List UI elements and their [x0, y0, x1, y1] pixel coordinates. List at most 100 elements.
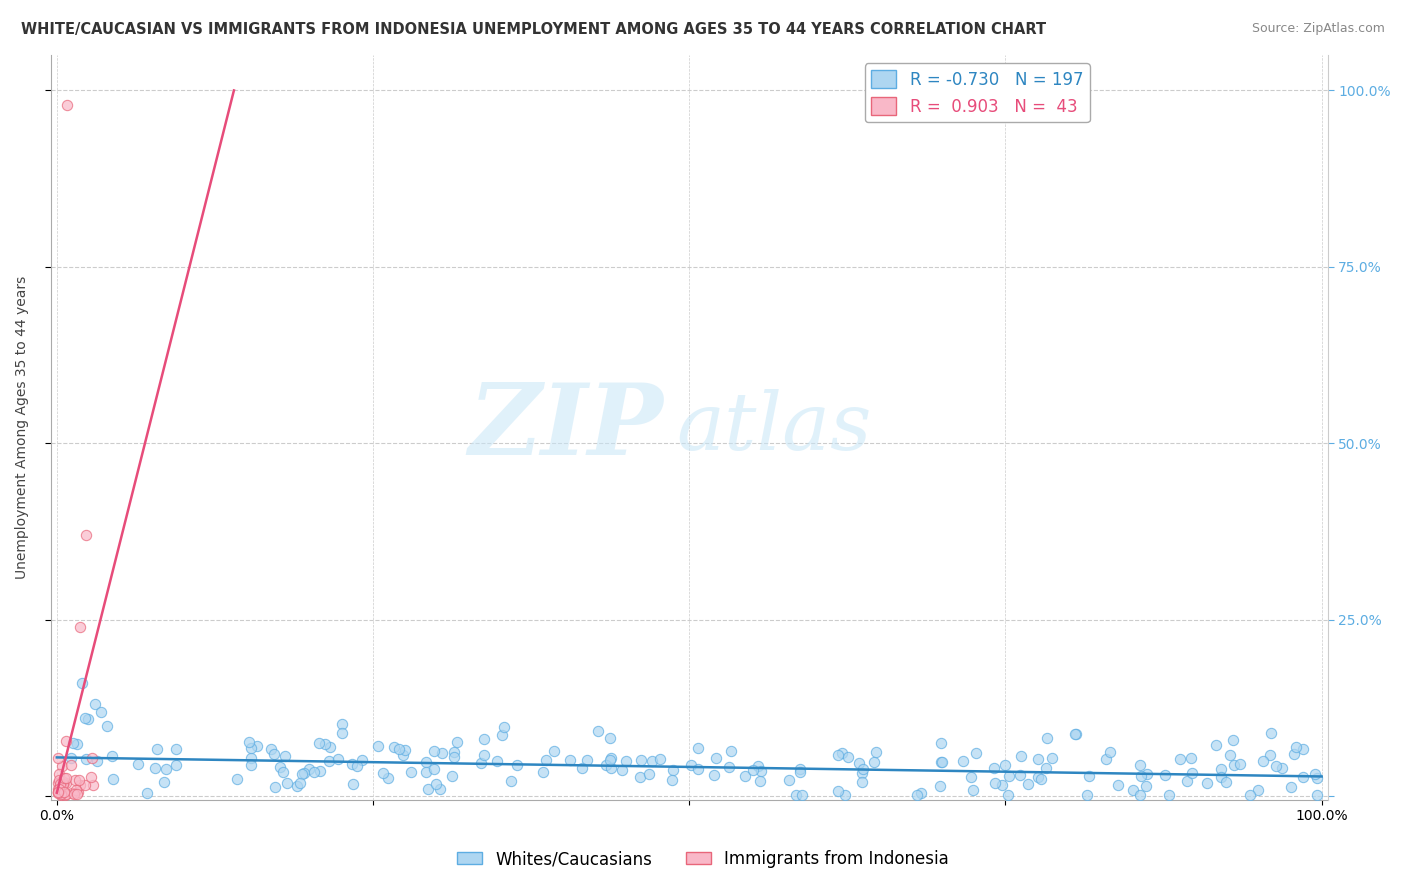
Text: WHITE/CAUCASIAN VS IMMIGRANTS FROM INDONESIA UNEMPLOYMENT AMONG AGES 35 TO 44 YE: WHITE/CAUCASIAN VS IMMIGRANTS FROM INDON…	[21, 22, 1046, 37]
Point	[630, 753, 652, 767]
Point	[67, 773, 90, 788]
Point	[704, 750, 727, 764]
Point	[1077, 769, 1099, 783]
Point	[225, 772, 247, 786]
Point	[52, 772, 75, 786]
Point	[1026, 770, 1049, 784]
Point	[1222, 732, 1244, 747]
Point	[308, 736, 330, 750]
Point	[271, 765, 294, 780]
Point	[1129, 788, 1152, 802]
Point	[742, 763, 765, 777]
Y-axis label: Unemployment Among Ages 35 to 44 years: Unemployment Among Ages 35 to 44 years	[15, 276, 30, 579]
Point	[1251, 754, 1274, 768]
Point	[145, 742, 167, 756]
Point	[929, 736, 952, 750]
Point	[55, 733, 77, 747]
Point	[86, 754, 108, 768]
Point	[1292, 770, 1315, 784]
Point	[534, 753, 557, 767]
Point	[834, 788, 856, 802]
Point	[492, 720, 515, 734]
Point	[472, 731, 495, 746]
Point	[60, 757, 83, 772]
Point	[491, 728, 513, 742]
Point	[326, 752, 349, 766]
Point	[1035, 761, 1057, 775]
Point	[499, 774, 522, 789]
Point	[53, 776, 76, 790]
Point	[55, 771, 77, 785]
Point	[1205, 738, 1227, 752]
Point	[373, 766, 395, 780]
Point	[1017, 777, 1039, 791]
Point	[51, 780, 73, 794]
Point	[599, 760, 621, 774]
Point	[984, 776, 1007, 790]
Point	[165, 758, 187, 772]
Point	[152, 775, 174, 789]
Point	[1306, 771, 1329, 785]
Point	[55, 775, 77, 789]
Point	[330, 726, 353, 740]
Point	[1008, 768, 1031, 782]
Point	[245, 739, 267, 753]
Point	[96, 719, 118, 733]
Point	[285, 779, 308, 793]
Point	[264, 780, 287, 794]
Point	[165, 742, 187, 756]
Point	[1040, 751, 1063, 765]
Point	[239, 758, 262, 772]
Point	[443, 750, 465, 764]
Point	[628, 770, 651, 784]
Point	[837, 750, 859, 764]
Point	[910, 786, 932, 800]
Point	[425, 777, 447, 791]
Point	[62, 736, 84, 750]
Point	[260, 742, 283, 756]
Point	[1122, 783, 1144, 797]
Point	[506, 758, 529, 772]
Point	[388, 742, 411, 756]
Point	[1180, 751, 1202, 765]
Point	[851, 775, 873, 789]
Point	[75, 528, 97, 542]
Point	[367, 739, 389, 754]
Legend: R = -0.730   N = 197, R =  0.903   N =  43: R = -0.730 N = 197, R = 0.903 N = 43	[865, 63, 1090, 122]
Point	[314, 737, 336, 751]
Point	[905, 788, 928, 802]
Point	[429, 782, 451, 797]
Point	[52, 777, 75, 791]
Point	[997, 769, 1019, 783]
Point	[848, 756, 870, 770]
Point	[1292, 741, 1315, 756]
Text: Source: ZipAtlas.com: Source: ZipAtlas.com	[1251, 22, 1385, 36]
Point	[240, 740, 263, 755]
Point	[688, 762, 710, 776]
Point	[238, 734, 260, 748]
Point	[346, 758, 368, 772]
Point	[143, 761, 166, 775]
Point	[1036, 731, 1059, 745]
Point	[1154, 767, 1177, 781]
Point	[1211, 762, 1233, 776]
Point	[53, 788, 76, 802]
Point	[342, 757, 364, 772]
Point	[394, 743, 416, 757]
Point	[1195, 776, 1218, 790]
Point	[827, 748, 849, 763]
Point	[1095, 752, 1118, 766]
Point	[1258, 748, 1281, 763]
Point	[1265, 758, 1288, 772]
Point	[66, 737, 89, 751]
Point	[70, 676, 93, 690]
Point	[865, 746, 887, 760]
Point	[614, 754, 637, 768]
Point	[377, 772, 399, 786]
Point	[48, 776, 70, 790]
Point	[391, 747, 413, 762]
Point	[46, 785, 69, 799]
Point	[62, 787, 84, 801]
Point	[734, 769, 756, 783]
Point	[1175, 774, 1198, 789]
